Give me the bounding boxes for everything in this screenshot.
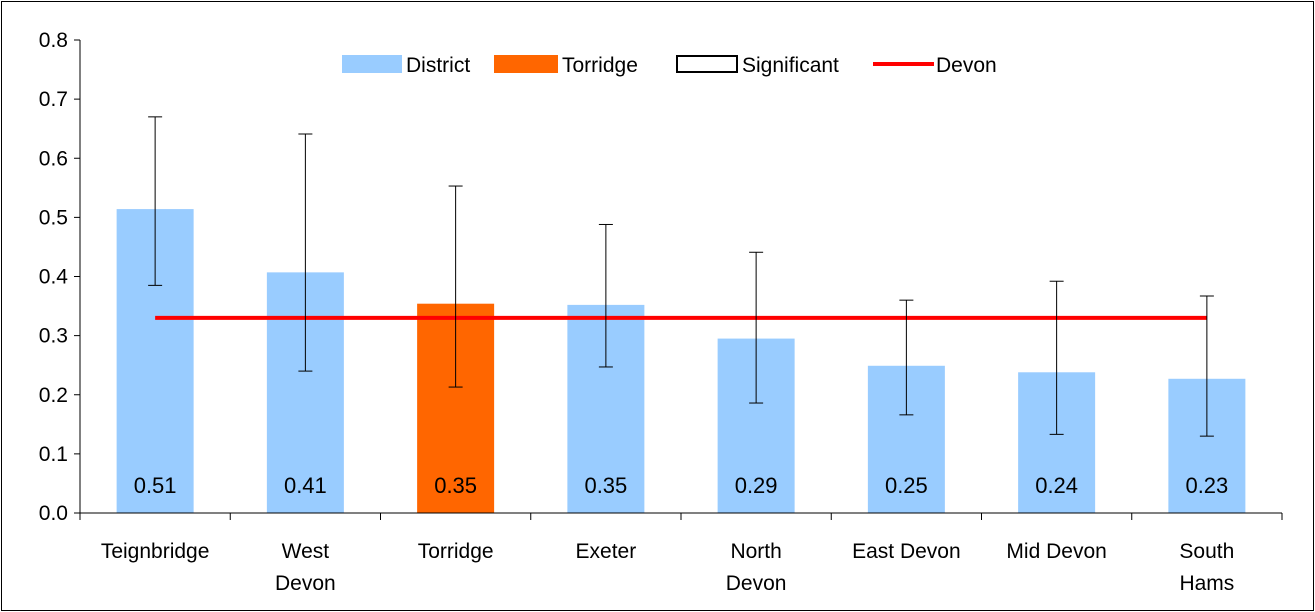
legend-label: Significant [742, 54, 839, 77]
y-tick-label: 0.6 [39, 147, 68, 170]
category-label: Hams [1179, 572, 1234, 595]
category-label: South [1179, 540, 1234, 563]
value-label: 0.51 [134, 473, 177, 498]
category-label: Torridge [418, 540, 494, 563]
category-label: East Devon [852, 540, 961, 563]
legend-label: District [406, 54, 470, 77]
y-tick-label: 0.5 [39, 206, 68, 229]
value-label: 0.23 [1185, 473, 1228, 498]
category-label: Teignbridge [101, 540, 210, 563]
category-label: Devon [726, 572, 787, 595]
value-label: 0.29 [735, 473, 778, 498]
value-label: 0.35 [584, 473, 627, 498]
y-tick-label: 0.8 [39, 29, 68, 52]
category-label: North [730, 540, 781, 563]
legend-swatch-district [342, 55, 402, 73]
legend-swatch-significant [676, 55, 738, 73]
y-tick-label: 0.3 [39, 325, 68, 348]
category-label: West [282, 540, 330, 563]
y-tick-label: 0.7 [39, 88, 68, 111]
category-label: Mid Devon [1006, 540, 1106, 563]
category-label: Devon [275, 572, 336, 595]
legend-label: Devon [936, 54, 997, 77]
y-tick-label: 0.4 [39, 266, 69, 289]
value-label: 0.25 [885, 473, 928, 498]
value-label: 0.24 [1035, 473, 1078, 498]
legend-swatch-torridge [494, 55, 558, 73]
y-tick-label: 0.0 [39, 502, 68, 525]
value-label: 0.35 [434, 473, 477, 498]
y-tick-label: 0.2 [39, 384, 68, 407]
value-label: 0.41 [284, 473, 327, 498]
legend-label: Torridge [562, 54, 638, 77]
category-label: Exeter [576, 540, 637, 563]
y-tick-label: 0.1 [39, 443, 68, 466]
